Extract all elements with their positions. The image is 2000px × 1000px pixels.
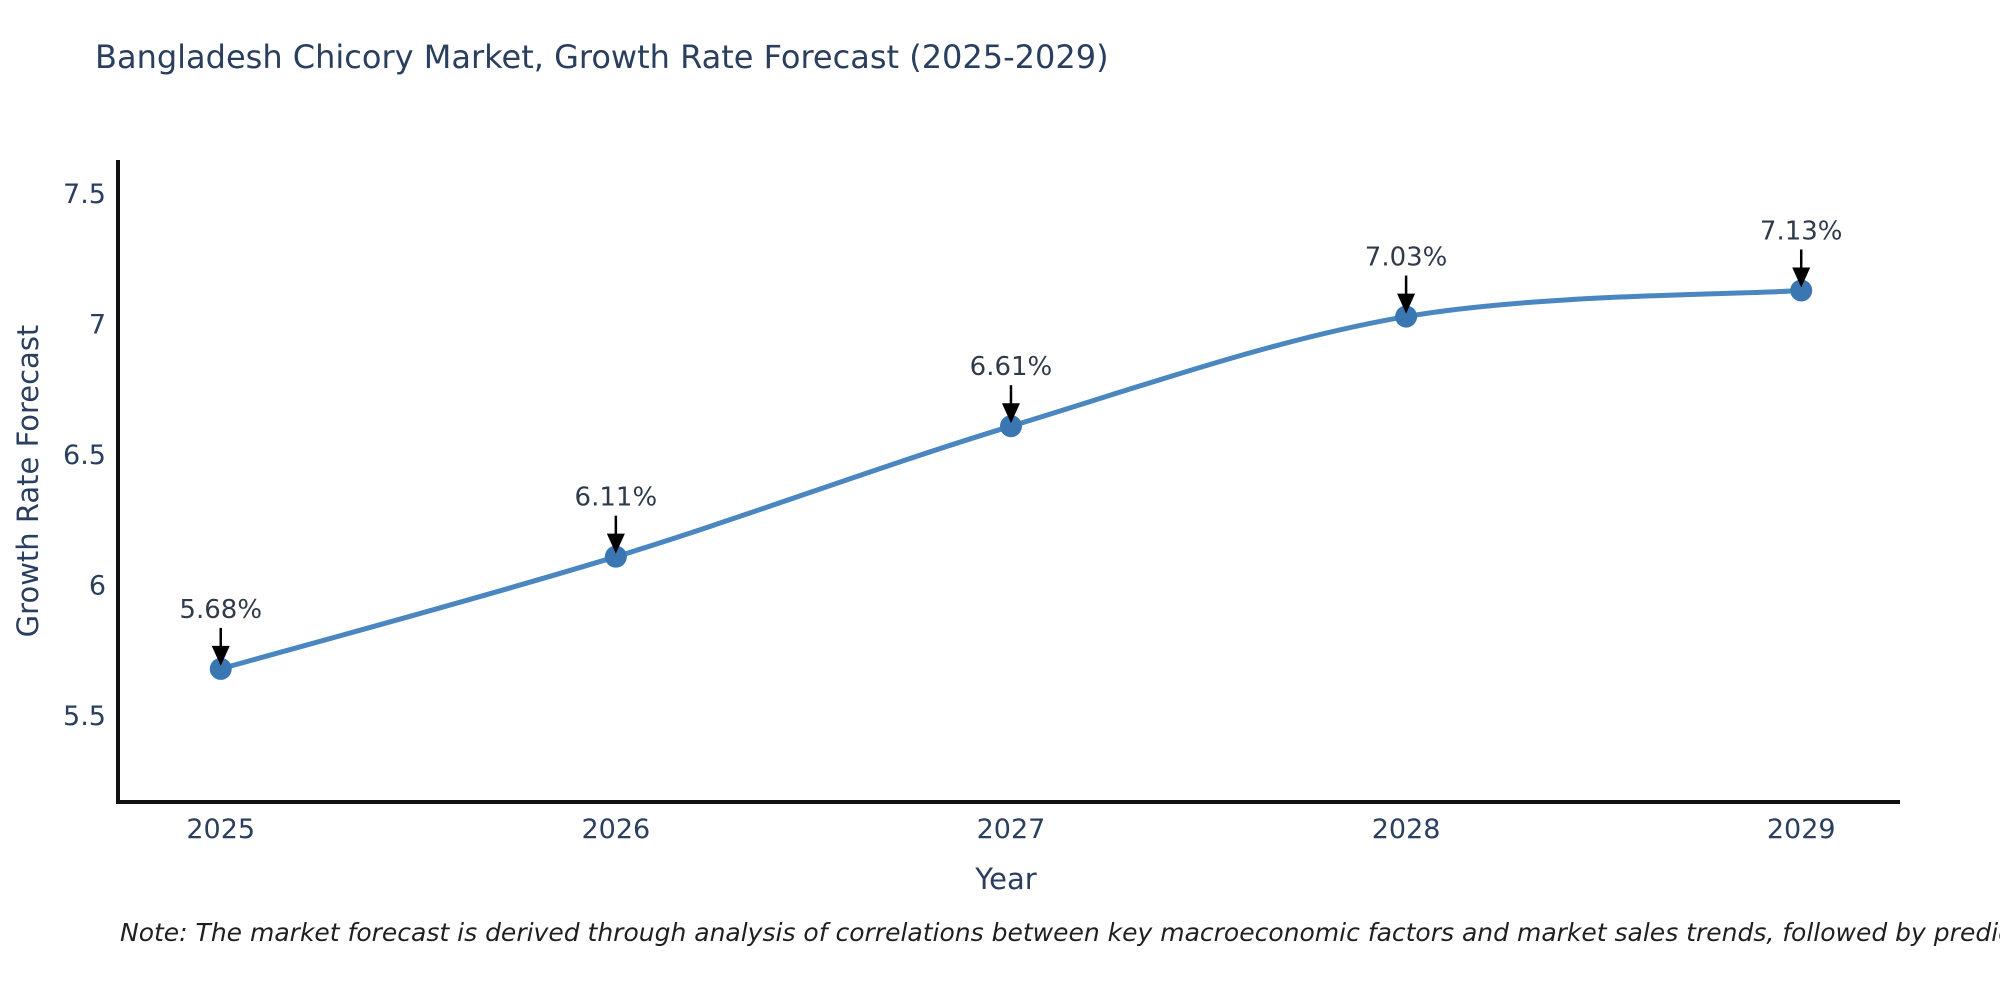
x-tick-label-2028: 2028 bbox=[1372, 814, 1441, 845]
data-point-2028 bbox=[1395, 305, 1418, 328]
x-tick-label-2026: 2026 bbox=[581, 814, 650, 845]
annotation-label-2026: 6.11% bbox=[575, 483, 658, 513]
x-tick-label-2029: 2029 bbox=[1767, 814, 1836, 845]
y-tick-label-6.5: 6.5 bbox=[63, 440, 106, 471]
y-tick-label-6: 6 bbox=[89, 570, 106, 601]
chart-title: Bangladesh Chicory Market, Growth Rate F… bbox=[95, 38, 1109, 76]
annotation-arrowhead bbox=[606, 533, 625, 554]
data-point-2026 bbox=[604, 545, 627, 568]
y-tick-label-7: 7 bbox=[89, 309, 106, 340]
footnote-text: Note: The market forecast is derived thr… bbox=[120, 918, 2000, 947]
annotation-2029: 7.13% bbox=[1760, 216, 1843, 288]
annotation-label-2027: 6.61% bbox=[970, 352, 1053, 382]
data-point-2025 bbox=[209, 657, 232, 680]
annotation-2026: 6.11% bbox=[575, 483, 658, 554]
annotation-2025: 5.68% bbox=[179, 595, 262, 666]
x-axis-title: Year bbox=[975, 862, 1037, 896]
data-point-2027 bbox=[999, 415, 1022, 438]
y-tick-label-7.5: 7.5 bbox=[63, 179, 106, 210]
y-tick-label-5.5: 5.5 bbox=[63, 701, 106, 732]
data-point-2029 bbox=[1790, 279, 1813, 302]
annotation-arrowhead bbox=[1001, 403, 1020, 424]
annotation-label-2028: 7.03% bbox=[1365, 243, 1448, 273]
annotation-label-2029: 7.13% bbox=[1760, 216, 1843, 246]
annotation-arrowhead bbox=[1792, 267, 1811, 288]
x-tick-label-2027: 2027 bbox=[977, 814, 1046, 845]
x-tick-label-2025: 2025 bbox=[186, 814, 255, 845]
annotation-label-2025: 5.68% bbox=[179, 595, 262, 625]
annotation-2028: 7.03% bbox=[1365, 243, 1448, 314]
annotation-arrowhead bbox=[211, 645, 230, 666]
annotation-2027: 6.61% bbox=[970, 352, 1053, 424]
y-axis-title: Growth Rate Forecast bbox=[11, 324, 45, 638]
annotation-arrowhead bbox=[1397, 293, 1416, 314]
forecast-line bbox=[218, 288, 1804, 672]
